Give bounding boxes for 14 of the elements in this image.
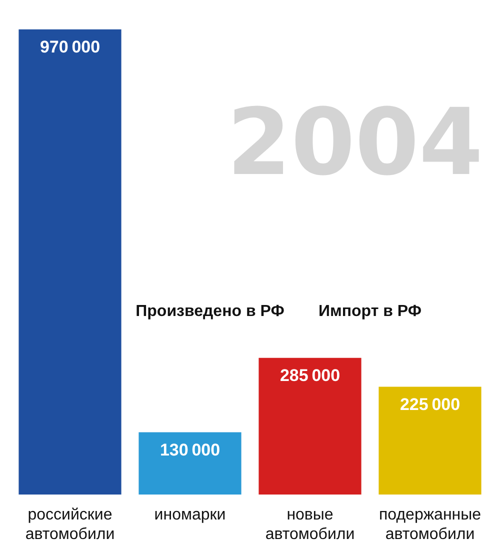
bar <box>138 432 242 495</box>
data-label: 285 000 <box>280 366 340 386</box>
x-tick-label: российские автомобили <box>25 506 115 543</box>
data-label: 225 000 <box>400 394 460 414</box>
data-label: 130 000 <box>160 440 220 460</box>
bar <box>18 29 122 495</box>
data-label: 970 000 <box>40 38 100 57</box>
annotation: Импорт в РФ <box>318 303 422 320</box>
bar <box>258 358 362 495</box>
x-tick-label: иномарки <box>154 506 226 524</box>
x-tick-label: подержанные автомобили <box>378 506 482 543</box>
bar <box>378 386 482 495</box>
x-tick-label: новые автомобили <box>265 506 355 543</box>
annotation: Произведено в РФ <box>136 303 285 320</box>
